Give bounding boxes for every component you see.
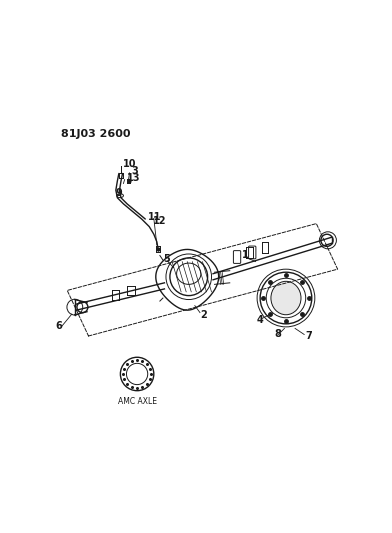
Text: 6: 6 [56,321,62,332]
Text: 10: 10 [123,159,137,169]
Text: 4: 4 [257,315,264,325]
Ellipse shape [271,281,301,314]
Text: AMC AXLE: AMC AXLE [118,397,156,406]
Text: 3: 3 [132,166,138,176]
Text: 8: 8 [274,329,281,340]
Text: 81J03 2600: 81J03 2600 [61,130,131,140]
Text: 5: 5 [163,254,170,264]
Text: 13: 13 [127,173,141,183]
Text: 7: 7 [306,331,312,341]
Text: 11: 11 [148,212,162,222]
Text: 9: 9 [116,188,123,198]
Text: 2: 2 [200,310,207,320]
Text: 12: 12 [153,216,166,227]
Text: 1: 1 [242,251,249,261]
